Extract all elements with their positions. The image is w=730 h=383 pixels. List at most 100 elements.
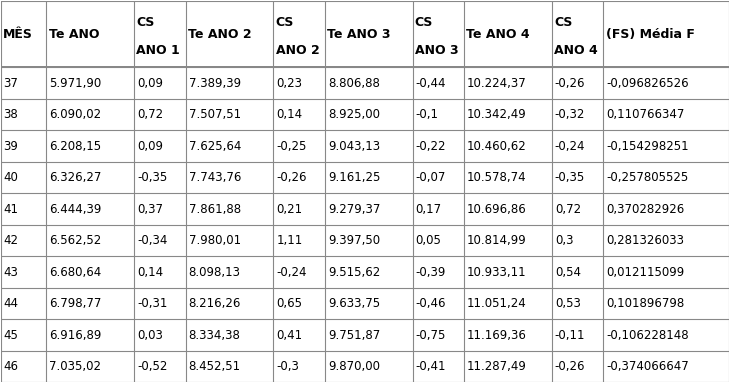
Text: 0,012115099: 0,012115099 (607, 266, 685, 278)
Bar (604, 256, 729, 288)
Bar (1, 162, 47, 193)
Bar (325, 99, 412, 131)
Text: 0,37: 0,37 (137, 203, 163, 216)
Bar (552, 225, 604, 256)
Text: 0,3: 0,3 (555, 234, 573, 247)
Bar (604, 1, 729, 67)
Text: -0,374066647: -0,374066647 (607, 360, 689, 373)
Bar (134, 67, 185, 99)
Bar (1, 1, 47, 67)
Bar (47, 162, 134, 193)
Text: 6.798,77: 6.798,77 (50, 297, 101, 310)
Text: CS: CS (554, 16, 572, 29)
Text: 0,17: 0,17 (415, 203, 442, 216)
Text: CS: CS (415, 16, 433, 29)
Text: 11.051,24: 11.051,24 (467, 297, 527, 310)
Text: 8.452,51: 8.452,51 (188, 360, 241, 373)
Text: 11.287,49: 11.287,49 (467, 360, 527, 373)
Bar (412, 1, 464, 67)
Text: -0,096826526: -0,096826526 (607, 77, 689, 90)
Text: 9.161,25: 9.161,25 (328, 171, 380, 184)
Bar (464, 131, 552, 162)
Bar (274, 193, 325, 225)
Bar (134, 351, 185, 382)
Text: 7.625,64: 7.625,64 (188, 140, 241, 153)
Bar (464, 193, 552, 225)
Text: 39: 39 (4, 140, 18, 153)
Text: -0,07: -0,07 (415, 171, 446, 184)
Bar (1, 67, 47, 99)
Bar (552, 1, 604, 67)
Bar (185, 288, 274, 319)
Bar (604, 288, 729, 319)
Text: 7.507,51: 7.507,51 (188, 108, 241, 121)
Text: 0,370282926: 0,370282926 (607, 203, 685, 216)
Bar (1, 99, 47, 131)
Bar (604, 99, 729, 131)
Text: 10.342,49: 10.342,49 (467, 108, 527, 121)
Bar (1, 193, 47, 225)
Text: Te ANO: Te ANO (49, 28, 99, 41)
Bar (134, 225, 185, 256)
Text: 8.216,26: 8.216,26 (188, 297, 241, 310)
Bar (604, 193, 729, 225)
Text: 42: 42 (4, 234, 18, 247)
Bar (185, 67, 274, 99)
Text: 0,110766347: 0,110766347 (607, 108, 685, 121)
Bar (464, 319, 552, 351)
Bar (274, 319, 325, 351)
Bar (274, 99, 325, 131)
Bar (604, 162, 729, 193)
Text: -0,31: -0,31 (137, 297, 167, 310)
Bar (325, 288, 412, 319)
Bar (412, 67, 464, 99)
Text: (FS) Média F: (FS) Média F (606, 28, 694, 41)
Text: 9.397,50: 9.397,50 (328, 234, 380, 247)
Bar (134, 193, 185, 225)
Text: 6.090,02: 6.090,02 (50, 108, 101, 121)
Bar (185, 1, 274, 67)
Bar (185, 193, 274, 225)
Bar (412, 319, 464, 351)
Text: 0,281326033: 0,281326033 (607, 234, 684, 247)
Text: ANO 3: ANO 3 (415, 44, 458, 57)
Bar (604, 319, 729, 351)
Text: 9.633,75: 9.633,75 (328, 297, 380, 310)
Bar (47, 288, 134, 319)
Text: 0,54: 0,54 (555, 266, 581, 278)
Text: -0,35: -0,35 (137, 171, 167, 184)
Text: ANO 2: ANO 2 (276, 44, 320, 57)
Bar (1, 131, 47, 162)
Bar (552, 288, 604, 319)
Bar (274, 288, 325, 319)
Bar (325, 162, 412, 193)
Bar (47, 256, 134, 288)
Text: -0,1: -0,1 (415, 108, 439, 121)
Bar (185, 256, 274, 288)
Text: -0,26: -0,26 (555, 77, 585, 90)
Bar (412, 193, 464, 225)
Bar (464, 225, 552, 256)
Bar (134, 162, 185, 193)
Bar (185, 319, 274, 351)
Text: 8.925,00: 8.925,00 (328, 108, 380, 121)
Text: 0,09: 0,09 (137, 77, 163, 90)
Text: -0,22: -0,22 (415, 140, 446, 153)
Text: 0,65: 0,65 (277, 297, 302, 310)
Text: 6.680,64: 6.680,64 (50, 266, 101, 278)
Bar (464, 351, 552, 382)
Text: 0,21: 0,21 (277, 203, 302, 216)
Text: 0,05: 0,05 (415, 234, 442, 247)
Bar (412, 351, 464, 382)
Bar (464, 67, 552, 99)
Bar (325, 67, 412, 99)
Bar (274, 162, 325, 193)
Bar (325, 225, 412, 256)
Bar (464, 1, 552, 67)
Text: 8.806,88: 8.806,88 (328, 77, 380, 90)
Text: -0,11: -0,11 (555, 329, 585, 342)
Text: 9.279,37: 9.279,37 (328, 203, 380, 216)
Bar (552, 256, 604, 288)
Text: 11.169,36: 11.169,36 (467, 329, 527, 342)
Text: 10.460,62: 10.460,62 (467, 140, 527, 153)
